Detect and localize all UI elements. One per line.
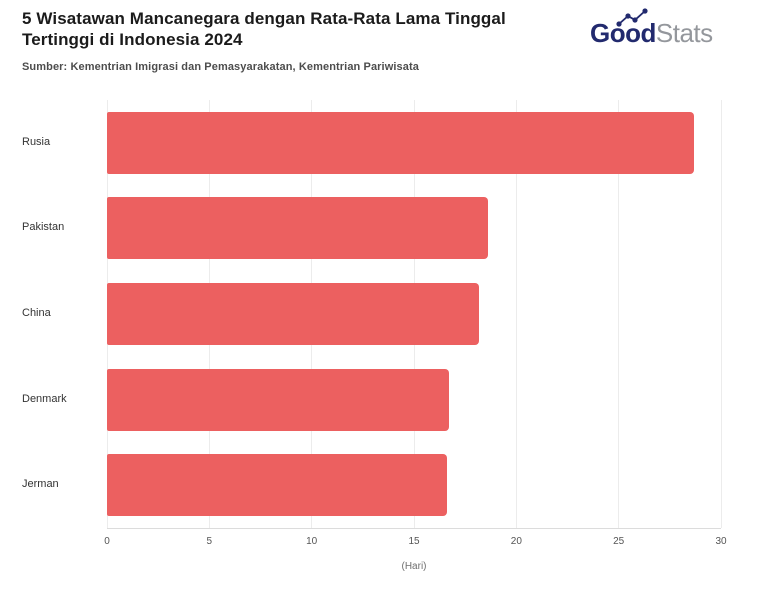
bar-rusia [107,111,695,174]
source-text: Sumber: Kementrian Imigrasi dan Pemasyar… [22,61,419,73]
chart-title-line2: Tertinggi di Indonesia 2024 [22,30,243,50]
category-label: China [22,307,51,319]
category-label: Pakistan [22,221,65,234]
category-label: Jerman [22,478,59,491]
x-axis-line [107,528,721,529]
chart-title-line1: 5 Wisatawan Mancanegara dengan Rata-Rata… [22,9,506,28]
goodstats-logo: GoodStats [590,8,713,50]
x-tick-label: 15 [408,536,420,547]
bar-china [107,283,480,345]
gridline [618,100,620,528]
x-tick-label: 10 [306,536,318,547]
gridline [515,100,517,528]
category-labels: Rusia Pakistan China Denmark Jerman [22,100,104,528]
trend-line-icon [616,8,648,27]
plot-area [106,100,722,528]
x-tick-label: 20 [510,536,522,547]
bar-jerman [107,454,447,517]
chart-title: 5 Wisatawan Mancanegara dengan Rata-Rata… [22,8,582,50]
logo-text-good: Good [590,18,656,48]
x-tick-label: 0 [104,536,110,547]
x-axis-ticks: 0 5 10 15 20 25 30 [104,536,726,550]
bar-denmark [107,368,449,431]
logo-text-stats: Stats [655,18,713,48]
category-label: Denmark [22,392,67,405]
x-tick-label: 30 [715,536,727,547]
x-tick-label: 25 [613,536,625,547]
category-label: Rusia [22,135,51,148]
x-axis-label: (Hari) [401,561,427,572]
x-tick-label: 5 [206,536,213,547]
gridline [720,100,722,528]
bar-pakistan [107,197,488,260]
